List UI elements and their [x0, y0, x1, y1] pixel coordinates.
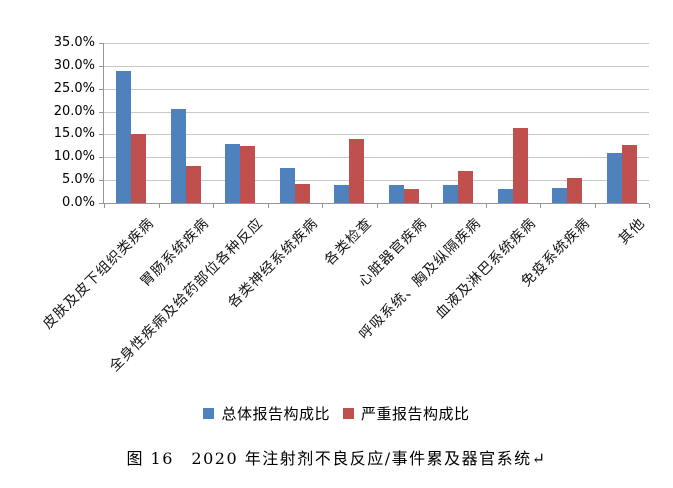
plot-area — [99, 43, 650, 208]
bar-total — [225, 143, 241, 203]
bar-total — [279, 167, 295, 203]
bar-serious — [131, 134, 147, 203]
y-tick-label: 15.0% — [53, 126, 95, 142]
bar-serious — [294, 184, 310, 203]
bar-serious — [512, 127, 528, 203]
y-tick-label: 30.0% — [53, 57, 95, 73]
bar-total — [443, 185, 459, 203]
y-tick-label: 25.0% — [53, 80, 95, 96]
bar-total — [606, 152, 622, 203]
y-tick-mark — [99, 88, 103, 90]
bar-serious — [621, 144, 637, 203]
gridline — [104, 65, 649, 67]
bar-serious — [567, 178, 583, 203]
legend-label-total: 总体报告构成比 — [221, 404, 330, 423]
x-tick-mark — [594, 204, 596, 208]
y-tick-mark — [99, 43, 103, 44]
bar-serious — [349, 138, 365, 203]
gridline — [104, 157, 649, 159]
y-tick-mark — [99, 111, 103, 113]
injection-adr-bar-chart: 0.0% 5.0% 10.0% 15.0% 20.0% 25.0% 30.0% 35.0% 皮… — [0, 35, 650, 400]
y-tick-label: 10.0% — [53, 149, 95, 165]
x-tick-mark — [376, 204, 378, 208]
bar-total — [334, 185, 350, 203]
legend-item-total: 总体报告构成比 — [203, 403, 330, 424]
legend-swatch-total-icon — [203, 407, 215, 419]
gridline — [104, 134, 649, 136]
bar-serious — [458, 171, 474, 203]
x-tick-mark — [158, 204, 160, 208]
y-tick-mark — [99, 134, 103, 136]
x-category-label: 其他 — [615, 215, 649, 248]
bar-total — [388, 185, 404, 203]
x-tick-mark — [485, 204, 487, 208]
gridline — [104, 88, 649, 90]
legend-label-serious: 严重报告构成比 — [361, 404, 470, 423]
figure-caption: 图 16 2020 年注射剂不良反应/事件累及器官系统↵ — [126, 449, 547, 468]
bar-total — [170, 108, 186, 203]
y-tick-label: 20.0% — [53, 103, 95, 119]
y-tick-mark — [99, 157, 103, 159]
bar-total — [116, 71, 132, 203]
y-tick-mark — [99, 65, 103, 67]
x-tick-mark — [322, 204, 323, 208]
legend-swatch-serious-icon — [343, 407, 354, 419]
bar-serious — [185, 166, 201, 203]
x-tick-mark — [431, 204, 432, 208]
y-axis: 0.0% 5.0% 10.0% 15.0% 20.0% 25.0% 30.0% 35.0% — [0, 35, 95, 213]
bar-serious — [240, 145, 256, 203]
x-tick-mark — [213, 204, 214, 208]
gridline — [104, 111, 649, 113]
bar-total — [552, 187, 568, 203]
y-tick-label: 0.0% — [61, 195, 95, 210]
y-tick-label: 35.0% — [53, 35, 95, 50]
bar-serious — [403, 188, 419, 203]
y-tick-label: 5.0% — [61, 172, 95, 188]
bar-total — [497, 189, 513, 203]
x-tick-mark — [267, 204, 269, 208]
x-tick-mark — [104, 204, 105, 208]
x-axis-labels: 皮肤及皮下组织类疾病 胃肠系统疾病 全身性疾病及给药部位各种反应 各类神经系统疾病 各类… — [40, 210, 649, 400]
y-tick-mark — [99, 180, 103, 182]
gridline — [104, 43, 649, 44]
x-tick-mark — [649, 204, 650, 208]
legend-item-serious: 严重报告构成比 — [343, 403, 470, 424]
y-tick-mark — [99, 203, 103, 204]
chart-legend: 总体报告构成比 严重报告构成比 — [0, 401, 673, 425]
gridline — [104, 180, 649, 182]
x-tick-mark — [540, 204, 541, 208]
